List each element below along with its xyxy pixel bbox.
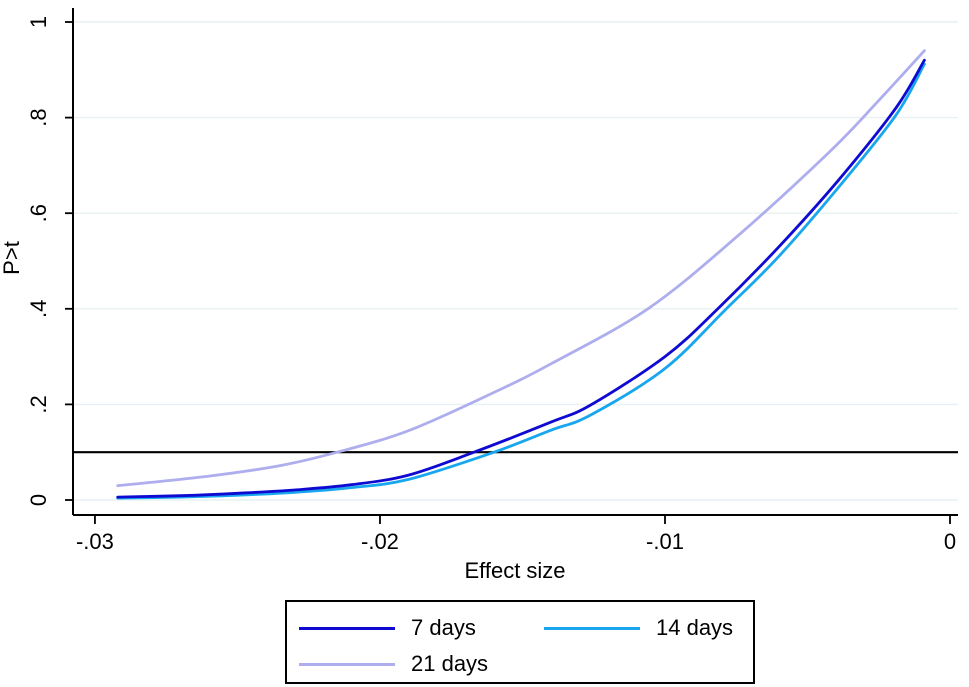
x-tick-label: 0 [944, 529, 956, 554]
y-tick-label: .2 [26, 395, 51, 413]
legend-line-14-days-icon [544, 626, 640, 630]
y-tick-label: .8 [26, 108, 51, 126]
legend: 7 days 14 days 21 days [285, 600, 755, 684]
x-tick-label: -.03 [76, 529, 114, 554]
y-tick-label: .4 [26, 300, 51, 318]
x-tick-label: -.01 [646, 529, 684, 554]
legend-label-7-days: 7 days [411, 615, 476, 640]
legend-item-21-days: 21 days [299, 651, 544, 677]
y-axis-title: P>t [0, 241, 24, 275]
y-tick-label: 1 [26, 16, 51, 28]
curve-14-days [116, 62, 926, 500]
legend-label-14-days: 14 days [656, 615, 734, 640]
y-tick-label: 0 [26, 494, 51, 506]
legend-item-14-days: 14 days [544, 615, 753, 641]
curve-7-days [116, 58, 926, 499]
legend-line-21-days-icon [299, 662, 395, 666]
legend-label-21-days: 21 days [411, 651, 489, 676]
x-tick-label: -.02 [361, 529, 399, 554]
curve-21-days [116, 49, 926, 488]
legend-line-7-days-icon [299, 626, 395, 630]
legend-item-7-days: 7 days [299, 615, 544, 641]
y-tick-label: .6 [26, 204, 51, 222]
x-axis-title: Effect size [464, 558, 566, 583]
